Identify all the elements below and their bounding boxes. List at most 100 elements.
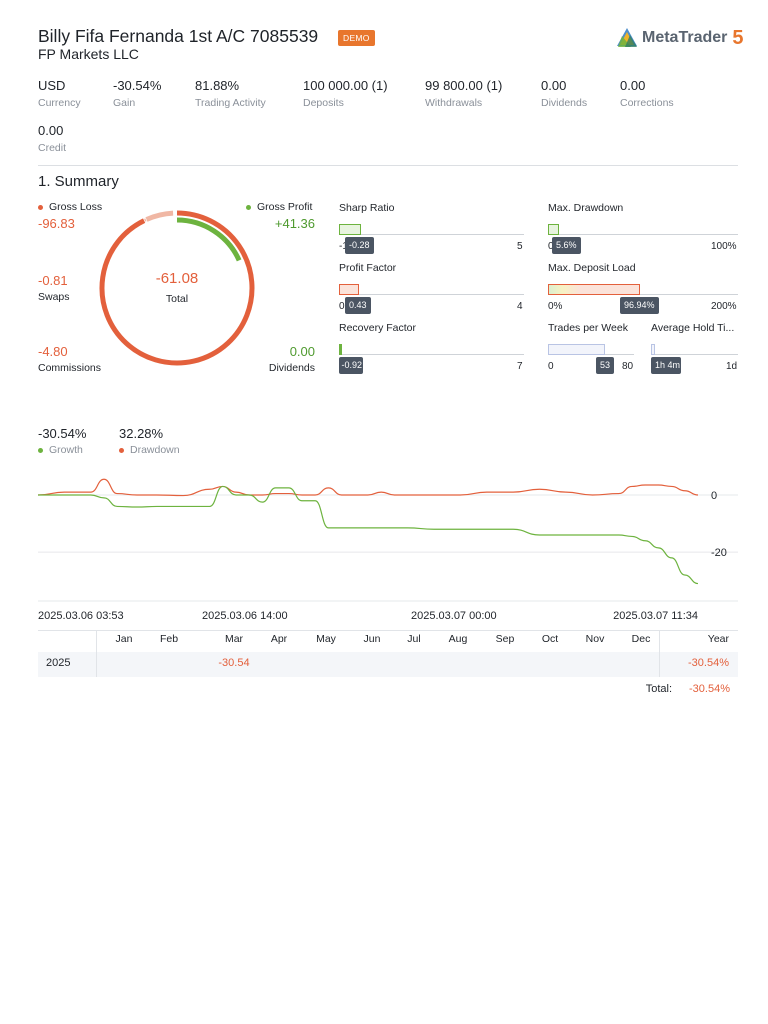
- stat-label: Trading Activity: [195, 97, 266, 109]
- max-deposit-load-max: 200%: [711, 301, 737, 312]
- recovery-factor-label: Recovery Factor: [339, 322, 417, 334]
- total-label: Total:: [645, 683, 672, 695]
- stat-trading-activity: 81.88% Trading Activity: [195, 78, 266, 109]
- drawdown-label: Drawdown: [130, 444, 180, 456]
- gross-loss-legend: Gross Loss: [38, 201, 102, 213]
- trades-per-week-label: Trades per Week: [548, 322, 628, 334]
- demo-badge: DEMO: [338, 30, 375, 46]
- gross-loss-value: -96.83: [38, 216, 75, 231]
- x-tick-label: 2025.03.06 03:53: [38, 610, 124, 622]
- year-header: Year: [707, 633, 729, 645]
- y-tick-label: -20: [711, 547, 727, 559]
- trades-per-week-bar: [548, 344, 605, 355]
- divider: [38, 165, 738, 166]
- logo-number: 5: [732, 26, 744, 49]
- swaps-arc: [144, 218, 147, 222]
- company-name: FP Markets LLC: [38, 46, 139, 62]
- avg-hold-time-label: Average Hold Ti...: [651, 322, 735, 334]
- recovery-factor-max: 7: [517, 361, 523, 372]
- stat-value: USD: [38, 78, 66, 93]
- swaps-commissions-arc: [145, 210, 174, 222]
- month-header-apr: Apr: [270, 633, 288, 645]
- recovery-factor-track: [339, 354, 524, 355]
- stat-currency: USD Currency: [38, 78, 81, 109]
- month-header-oct: Oct: [541, 633, 559, 645]
- row-divider: [96, 652, 97, 677]
- max-deposit-load-track: [548, 294, 738, 295]
- sharp-ratio-bar: [339, 224, 361, 235]
- drawdown-legend: Drawdown: [119, 444, 180, 456]
- max-drawdown-tooltip: 5.6%: [552, 237, 581, 254]
- stat-label: Deposits: [303, 97, 344, 109]
- avg-hold-time-max: 1d: [726, 361, 738, 372]
- stat-deposits: 100 000.00 (1) Deposits: [303, 78, 388, 109]
- stat-value: 99 800.00 (1): [425, 78, 503, 93]
- sharp-ratio-tooltip: -0.28: [345, 237, 374, 254]
- profit-factor-min: 0: [339, 301, 345, 312]
- month-header-jun: Jun: [363, 633, 381, 645]
- month-header-may: May: [316, 633, 336, 645]
- max-drawdown-track: [548, 234, 738, 235]
- drawdown-series-line: [38, 478, 699, 497]
- drawdown-value: 32.28%: [119, 426, 164, 441]
- stat-label: Withdrawals: [425, 97, 483, 109]
- max-drawdown-bar: [548, 224, 559, 235]
- month-header-dec: Dec: [631, 633, 651, 645]
- gross-profit-label: Gross Profit: [257, 201, 313, 213]
- month-header-mar: Mar: [224, 633, 244, 645]
- max-deposit-load-min: 0%: [548, 301, 563, 312]
- profit-dot-icon: [246, 204, 251, 210]
- max-deposit-load-label: Max. Deposit Load: [548, 262, 636, 274]
- dividends-label: Dividends: [268, 362, 315, 374]
- growth-value: -30.54%: [38, 426, 87, 441]
- metatrader-icon: [617, 28, 637, 47]
- stat-value: 0.00: [541, 78, 567, 93]
- swaps-label: Swaps: [38, 291, 70, 303]
- avg-hold-time-tooltip: 1h 4m: [651, 357, 681, 374]
- table-top-border: [38, 630, 738, 631]
- month-header-nov: Nov: [585, 633, 605, 645]
- x-tick-label: 2025.03.06 14:00: [202, 610, 288, 622]
- month-header-sep: Sep: [495, 633, 515, 645]
- month-header-jul: Jul: [407, 633, 421, 645]
- commissions-label: Commissions: [38, 362, 102, 374]
- x-tick-label: 2025.03.07 11:34: [613, 610, 698, 622]
- sharp-ratio-label: Sharp Ratio: [339, 202, 395, 214]
- profit-factor-max: 4: [517, 301, 523, 312]
- total-label: Total: [165, 293, 189, 305]
- gross-profit-legend: Gross Profit: [246, 201, 312, 213]
- growth-label: Growth: [49, 444, 83, 456]
- logo-text: MetaTrader: [642, 29, 728, 46]
- month-header-feb: Feb: [159, 633, 179, 645]
- total-value: -61.08: [155, 270, 199, 287]
- sharp-ratio-track: [339, 234, 524, 235]
- recovery-factor-tooltip: -0.92: [339, 357, 363, 374]
- recovery-factor-bar: [339, 344, 342, 355]
- row-year-total: -30.54%: [688, 657, 729, 669]
- account-title: Billy Fifa Fernanda 1st A/C 7085539: [38, 26, 319, 46]
- gross-profit-arc: [176, 217, 242, 262]
- max-drawdown-max: 100%: [711, 241, 737, 252]
- stat-label: Credit: [38, 142, 67, 154]
- header-divider: [96, 630, 97, 652]
- row-year: 2025: [46, 657, 71, 669]
- growth-legend: Growth: [38, 444, 83, 456]
- max-deposit-load-bar: [548, 284, 640, 295]
- trades-per-week-max: 80: [622, 361, 634, 372]
- sharp-ratio-min: -1: [339, 241, 348, 252]
- stat-value: -30.54%: [113, 78, 162, 93]
- gross-loss-arc: [99, 210, 255, 366]
- avg-hold-time-bar: [651, 344, 655, 355]
- stat-gain: -30.54% Gain: [113, 78, 161, 109]
- growth-series-line: [38, 485, 699, 585]
- stat-value: 81.88%: [195, 78, 240, 93]
- month-header-aug: Aug: [448, 633, 468, 645]
- profit-factor-track: [339, 294, 524, 295]
- month-header-jan: Jan: [115, 633, 133, 645]
- header-divider: [659, 630, 660, 652]
- stat-label: Gain: [113, 97, 136, 109]
- growth-dot-icon: [38, 447, 43, 453]
- profit-factor-bar: [339, 284, 359, 295]
- drawdown-dot-icon: [119, 447, 124, 453]
- loss-dot-icon: [38, 204, 43, 210]
